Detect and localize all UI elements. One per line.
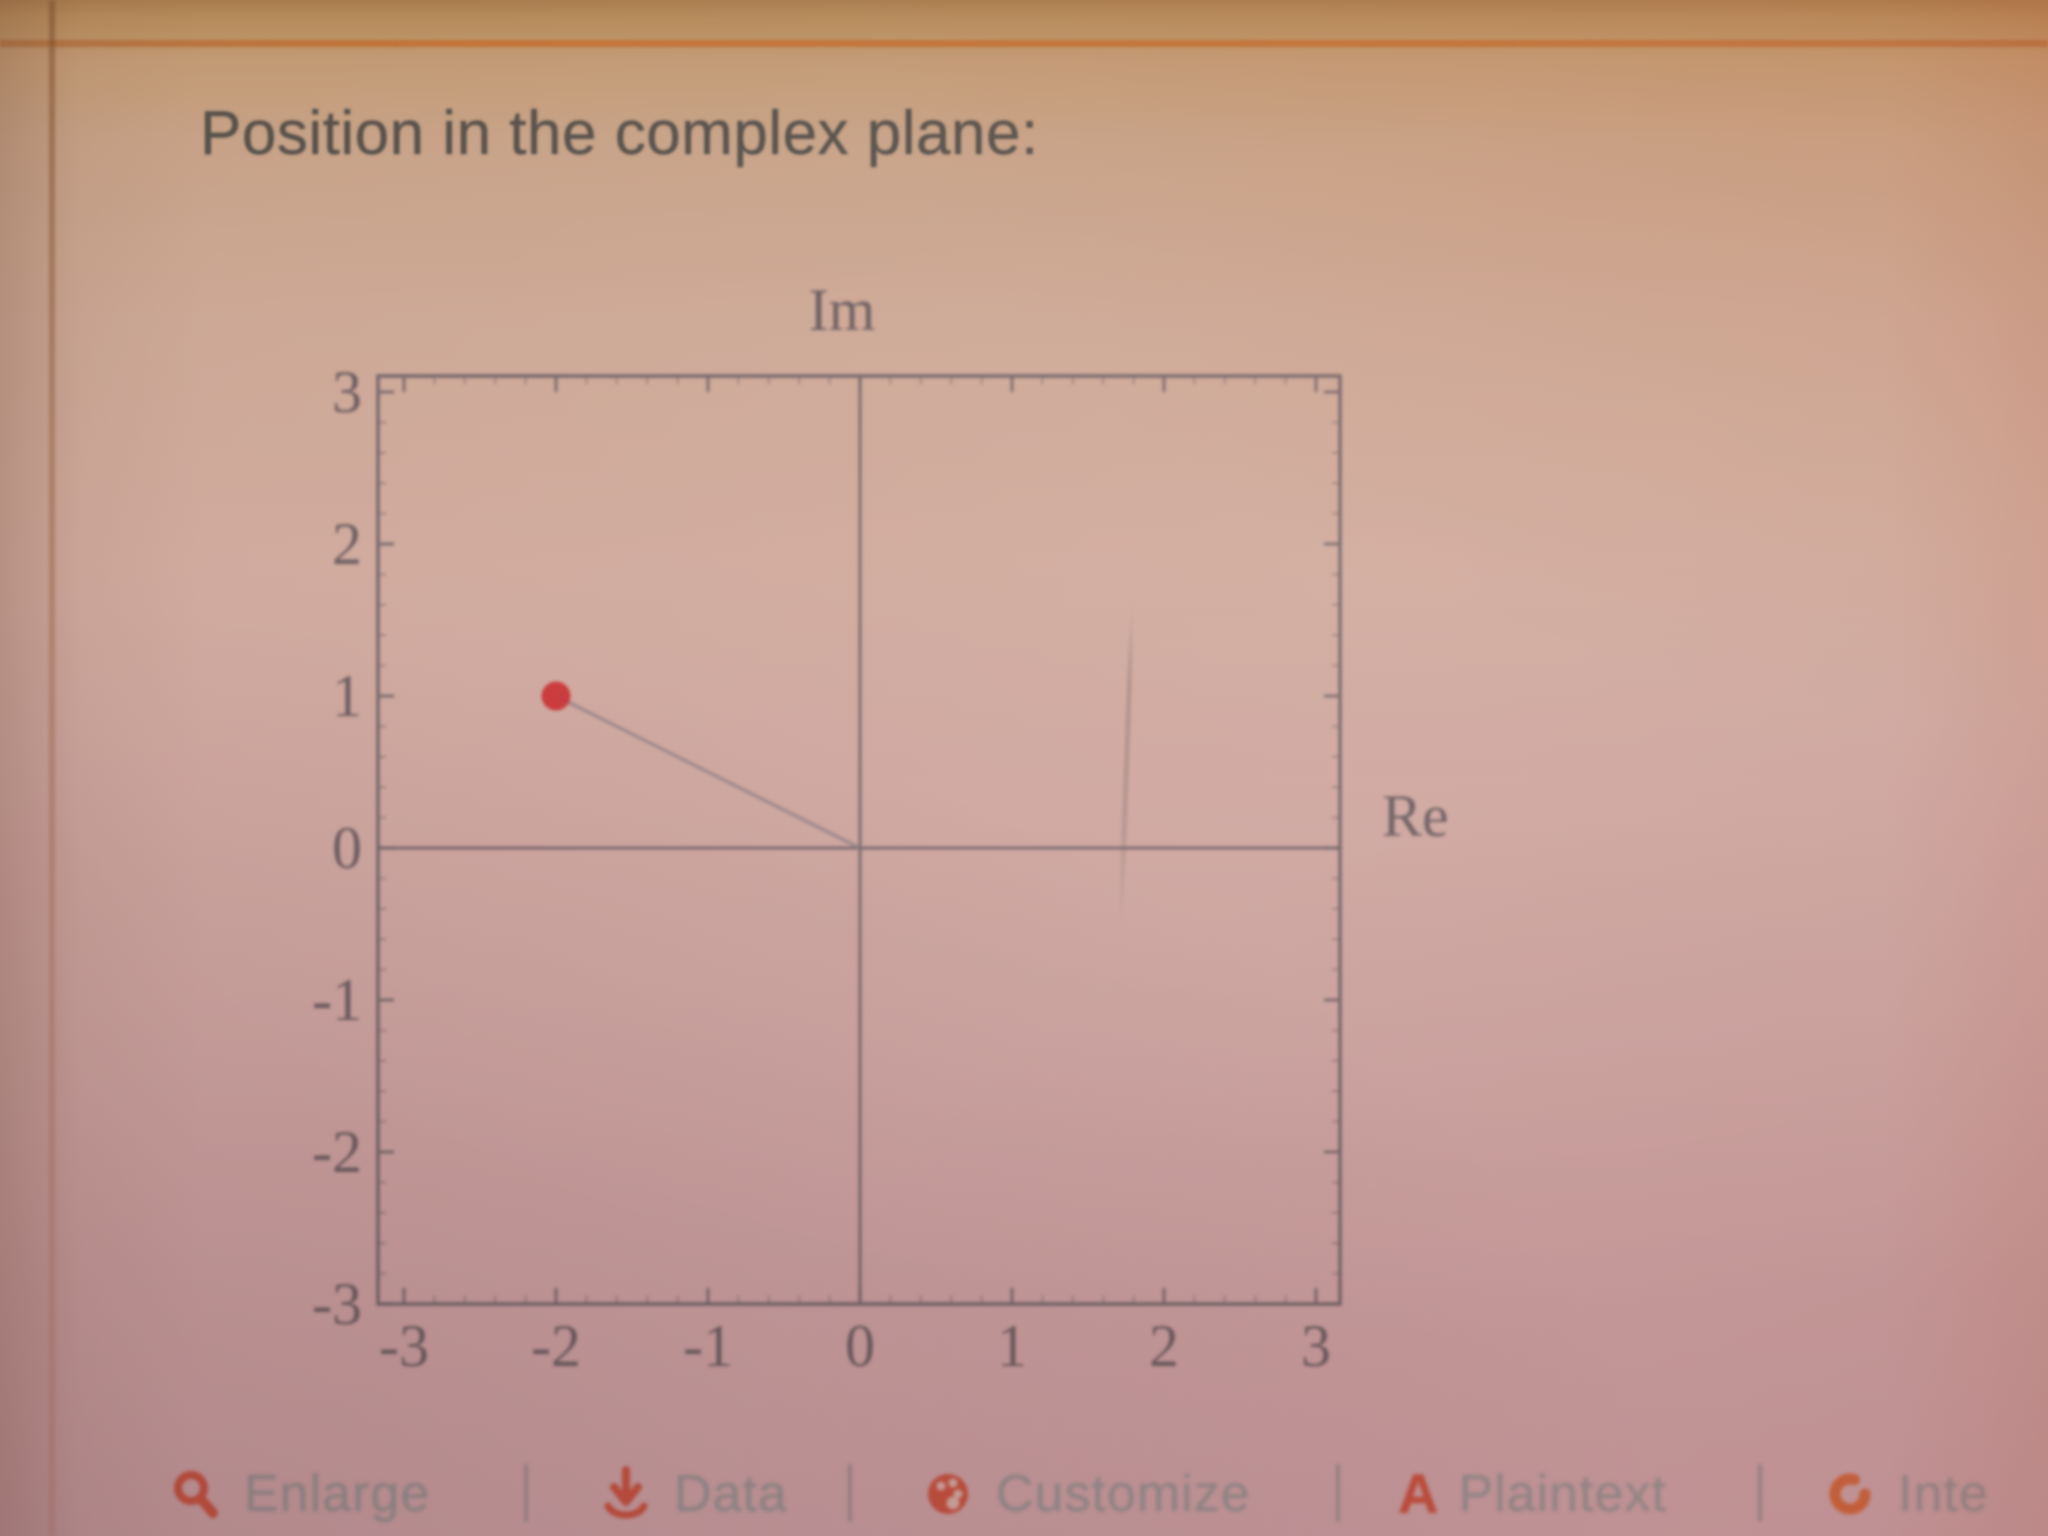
toolbar-link-label: Customize <box>996 1465 1251 1523</box>
x-tick-label: -3 <box>379 1313 429 1379</box>
x-tick-label: -1 <box>683 1313 733 1379</box>
imaginary-axis-label: Im <box>809 277 876 343</box>
toolbar-link-plaintext[interactable]: A Plaintext <box>1398 1452 1667 1536</box>
x-tick-label: 2 <box>1149 1313 1179 1379</box>
pod-left-border <box>49 0 55 1536</box>
toolbar-link-label: Enlarge <box>244 1465 431 1523</box>
letter-a-icon: A <box>1398 1462 1439 1525</box>
x-tick-label: 0 <box>845 1313 875 1379</box>
toolbar-link-label: Plaintext <box>1458 1465 1667 1523</box>
toolbar-separator <box>1758 1464 1762 1522</box>
toolbar-separator <box>524 1464 528 1522</box>
pod-footer-toolbar: Enlarge Data Customize A Plaintext Inte <box>0 1452 2048 1536</box>
complex-point[interactable] <box>541 681 571 711</box>
toolbar-separator <box>848 1464 852 1522</box>
toolbar-link-inte[interactable]: Inte <box>1822 1452 1989 1536</box>
y-tick-label: 2 <box>332 511 362 577</box>
complex-plane-plot[interactable]: -3 -2 -1 0 1 2 3 3 2 1 0 -1 -2 -3 Im Re <box>300 240 1450 1390</box>
pod-title: Position in the complex plane: <box>200 99 1039 168</box>
real-axis-label: Re <box>1382 783 1449 849</box>
y-tick-label: -2 <box>312 1119 362 1185</box>
magnifier-icon <box>168 1466 224 1522</box>
y-tick-label: -3 <box>312 1271 362 1337</box>
x-tick-label: -2 <box>531 1313 581 1379</box>
vector-segment <box>555 694 861 850</box>
x-tick-label: 3 <box>1301 1313 1331 1379</box>
toolbar-link-enlarge[interactable]: Enlarge <box>168 1452 430 1536</box>
toolbar-separator <box>1336 1464 1340 1522</box>
complex-plane-plot-svg[interactable]: -3 -2 -1 0 1 2 3 3 2 1 0 -1 -2 -3 Im Re <box>300 240 1450 1390</box>
toolbar-link-data[interactable]: Data <box>598 1452 788 1536</box>
palette-icon <box>920 1466 976 1522</box>
download-icon <box>598 1466 654 1522</box>
y-tick-label: 0 <box>332 815 362 881</box>
x-tick-label: 1 <box>997 1313 1027 1379</box>
toolbar-link-customize[interactable]: Customize <box>920 1452 1251 1536</box>
toolbar-link-label: Inte <box>1898 1465 1989 1523</box>
y-tick-label: -1 <box>312 967 362 1033</box>
y-tick-label: 1 <box>332 663 362 729</box>
toolbar-link-label: Data <box>674 1465 788 1523</box>
interactive-ring-icon <box>1822 1466 1878 1522</box>
y-tick-label: 3 <box>332 359 362 425</box>
header-divider-rule <box>0 40 2048 47</box>
